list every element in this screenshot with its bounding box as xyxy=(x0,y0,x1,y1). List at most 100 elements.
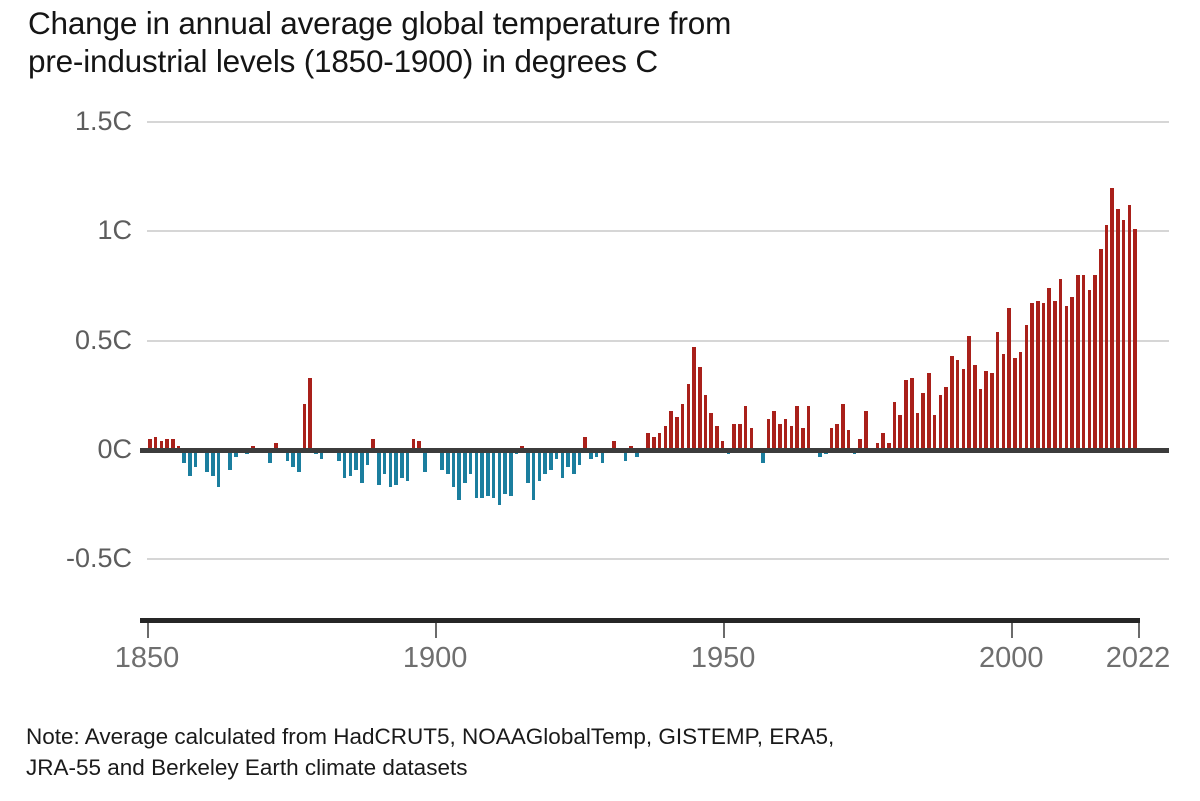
bar-1925 xyxy=(577,450,582,466)
gridline xyxy=(147,121,1169,123)
bar-1939 xyxy=(657,432,662,450)
bar-2018 xyxy=(1110,187,1114,450)
x-axis-tick xyxy=(1011,623,1014,638)
bar-1860 xyxy=(205,450,209,472)
bar-1901 xyxy=(440,450,444,470)
bar-1876 xyxy=(297,450,301,472)
bar-1957 xyxy=(761,450,765,464)
x-axis-tick xyxy=(147,623,149,638)
bar-1858 xyxy=(193,450,198,468)
chart-note: Note: Average calculated from HadCRUT5, … xyxy=(26,724,835,780)
bar-1880 xyxy=(319,450,324,459)
bar-1878 xyxy=(308,377,313,450)
bar-2007 xyxy=(1047,288,1051,450)
bar-1937 xyxy=(646,432,650,450)
bar-1977 xyxy=(875,443,880,450)
bar-1883 xyxy=(337,450,341,461)
bar-1948 xyxy=(709,412,713,450)
bar-1890 xyxy=(377,450,381,485)
bar-1928 xyxy=(594,450,599,457)
bar-2000 xyxy=(1007,307,1011,450)
bar-1902 xyxy=(445,450,450,475)
bar-1927 xyxy=(589,450,593,459)
bar-1865 xyxy=(234,450,238,457)
bar-1852 xyxy=(159,441,164,450)
bar-1970 xyxy=(835,423,840,450)
bar-1953 xyxy=(738,423,742,450)
bar-2011 xyxy=(1070,296,1074,450)
y-axis-tick-label: 0.5C xyxy=(74,324,132,355)
bar-2003 xyxy=(1024,325,1029,450)
bar-1908 xyxy=(480,450,484,499)
bar-2022 xyxy=(1133,229,1137,450)
bar-1965 xyxy=(806,406,811,450)
bar-1861 xyxy=(211,450,215,477)
x-axis-tick-label: 2000 xyxy=(978,642,1044,674)
bar-1894 xyxy=(400,450,404,479)
bar-2012 xyxy=(1076,275,1080,450)
bar-1877 xyxy=(302,404,307,450)
bar-1911 xyxy=(497,450,502,505)
bar-2008 xyxy=(1053,301,1057,450)
bar-1985 xyxy=(921,393,925,450)
bar-1895 xyxy=(405,450,410,481)
bar-1857 xyxy=(188,450,192,477)
bar-1868 xyxy=(251,445,255,450)
bar-1947 xyxy=(703,395,708,450)
bar-1915 xyxy=(520,445,524,450)
bar-1916 xyxy=(526,450,530,483)
bar-1942 xyxy=(675,417,679,450)
bar-2010 xyxy=(1064,305,1069,450)
bar-1995 xyxy=(978,388,983,450)
bar-1964 xyxy=(801,428,805,450)
bar-1983 xyxy=(909,377,914,450)
bar-1954 xyxy=(743,406,748,450)
bar-1874 xyxy=(285,450,290,461)
bar-1971 xyxy=(841,404,845,450)
bar-1924 xyxy=(571,450,576,475)
bar-1991 xyxy=(955,360,960,450)
bar-1944 xyxy=(686,384,691,450)
bar-1961 xyxy=(783,419,788,450)
bar-2019 xyxy=(1116,209,1120,450)
bar-1929 xyxy=(600,450,605,464)
bar-1918 xyxy=(537,450,542,481)
bar-1919 xyxy=(543,450,547,475)
bar-1969 xyxy=(829,428,834,450)
bar-2005 xyxy=(1035,301,1040,450)
bar-1896 xyxy=(411,439,416,450)
bar-2015 xyxy=(1093,275,1097,450)
y-axis-tick-label: 1.5C xyxy=(74,106,132,136)
bar-1850 xyxy=(148,439,152,450)
bar-1891 xyxy=(382,450,387,475)
x-axis-tick-label: 1900 xyxy=(402,642,468,674)
x-axis-tick xyxy=(435,623,438,638)
bar-1999 xyxy=(1001,353,1006,450)
bar-1888 xyxy=(365,450,370,466)
bar-2014 xyxy=(1087,290,1092,450)
bar-2006 xyxy=(1041,303,1046,450)
bar-1984 xyxy=(915,412,920,450)
bar-1862 xyxy=(216,450,221,488)
bar-1962 xyxy=(789,425,794,450)
y-axis-tick-label: 1C xyxy=(97,215,132,246)
bar-1989 xyxy=(944,386,948,450)
bar-1946 xyxy=(698,366,702,450)
bar-1898 xyxy=(423,450,427,472)
bar-1922 xyxy=(560,450,565,479)
bar-1938 xyxy=(652,436,656,450)
bar-1909 xyxy=(486,450,490,496)
bar-1912 xyxy=(503,450,507,494)
bar-1920 xyxy=(549,450,553,470)
bar-1887 xyxy=(360,450,364,483)
bar-1998 xyxy=(995,331,1000,450)
x-axis-line xyxy=(140,618,1140,623)
bar-1871 xyxy=(268,450,272,464)
bar-1855 xyxy=(176,445,181,450)
bar-2001 xyxy=(1013,358,1017,450)
bar-2021 xyxy=(1127,205,1132,450)
bar-1884 xyxy=(342,450,347,479)
gridline xyxy=(147,339,1169,342)
